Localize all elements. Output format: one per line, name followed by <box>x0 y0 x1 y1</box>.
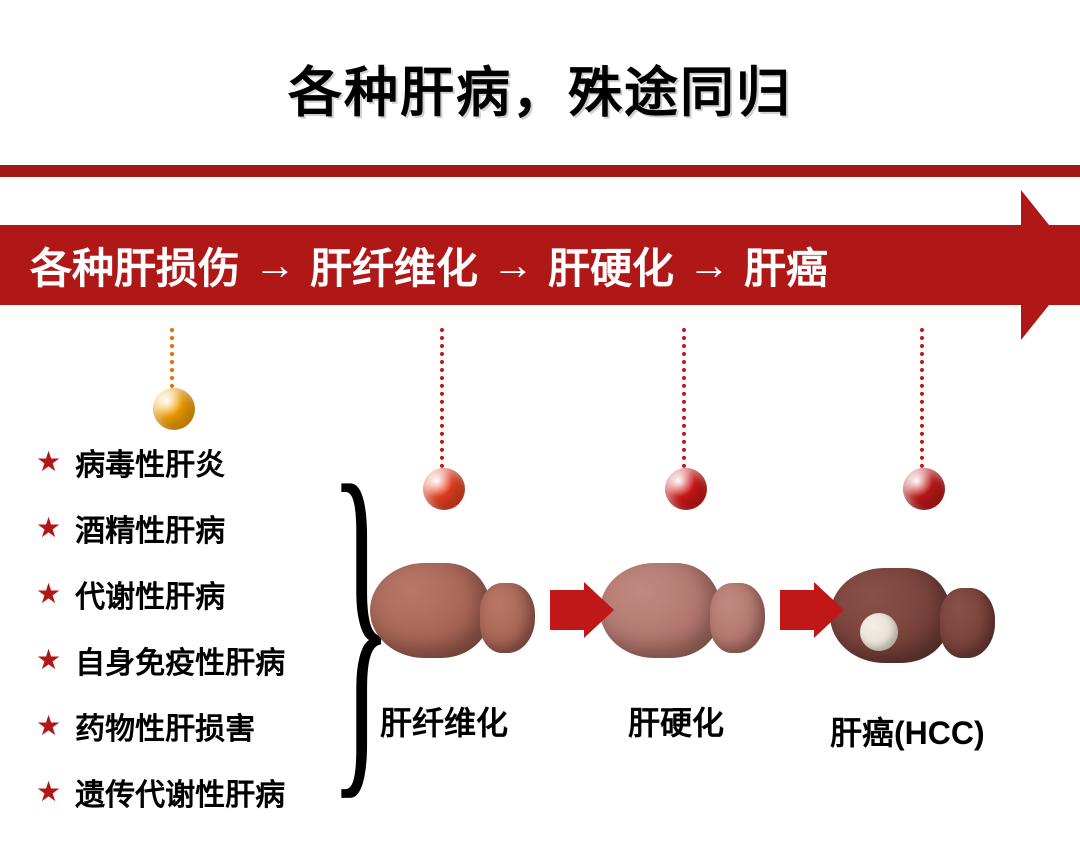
list-item: ★ 药物性肝损害 <box>36 704 285 748</box>
arrowhead-icon <box>1021 190 1080 340</box>
star-icon: ★ <box>36 580 61 608</box>
star-icon: ★ <box>36 448 61 476</box>
arrow-icon: → <box>492 241 534 289</box>
page-title: 各种肝病，殊途同归 <box>0 48 1080 127</box>
list-item: ★ 遗传代谢性肝病 <box>36 770 285 814</box>
liver-illustration <box>370 553 540 673</box>
star-icon: ★ <box>36 646 61 674</box>
drop-line <box>440 328 444 468</box>
progression-band: 各种肝损伤 → 肝纤维化 → 肝硬化 → 肝癌 <box>0 225 1080 305</box>
cause-label: 自身免疫性肝病 <box>75 638 285 682</box>
list-item: ★ 病毒性肝炎 <box>36 440 285 484</box>
liver-illustration <box>600 553 770 673</box>
arrow-icon: → <box>688 241 730 289</box>
cause-label: 代谢性肝病 <box>75 572 225 616</box>
list-item: ★ 代谢性肝病 <box>36 572 285 616</box>
ball-icon <box>665 468 707 510</box>
cause-label: 酒精性肝病 <box>75 506 225 550</box>
list-item: ★ 自身免疫性肝病 <box>36 638 285 682</box>
star-icon: ★ <box>36 778 61 806</box>
cause-label: 病毒性肝炎 <box>75 440 225 484</box>
star-icon: ★ <box>36 514 61 542</box>
drop-line <box>170 328 174 388</box>
progress-arrow-icon <box>550 590 584 630</box>
stage-1: 肝纤维化 <box>310 235 478 296</box>
ball-icon <box>423 468 465 510</box>
stage-2: 肝硬化 <box>548 235 674 296</box>
tumor-icon <box>860 613 898 651</box>
progress-arrow-icon <box>780 590 814 630</box>
ball-icon <box>153 388 195 430</box>
progress-arrowhead-icon <box>584 582 614 638</box>
stage-0: 各种肝损伤 <box>30 235 240 296</box>
ball-icon <box>903 468 945 510</box>
stage-3: 肝癌 <box>744 235 828 296</box>
list-item: ★ 酒精性肝病 <box>36 506 285 550</box>
stage-label: 肝纤维化 <box>380 698 508 744</box>
drop-line <box>682 328 686 468</box>
star-icon: ★ <box>36 712 61 740</box>
stage-label: 肝癌(HCC) <box>830 708 985 754</box>
causes-list: ★ 病毒性肝炎 ★ 酒精性肝病 ★ 代谢性肝病 ★ 自身免疫性肝病 ★ 药物性肝损害 ★ 遗传代谢性肝… <box>36 440 285 836</box>
title-divider <box>0 165 1080 177</box>
arrow-icon: → <box>254 241 296 289</box>
progress-arrowhead-icon <box>814 582 844 638</box>
cause-label: 药物性肝损害 <box>75 704 255 748</box>
cause-label: 遗传代谢性肝病 <box>75 770 285 814</box>
stage-label: 肝硬化 <box>628 698 724 744</box>
drop-line <box>920 328 924 468</box>
liver-illustration <box>830 558 1000 678</box>
